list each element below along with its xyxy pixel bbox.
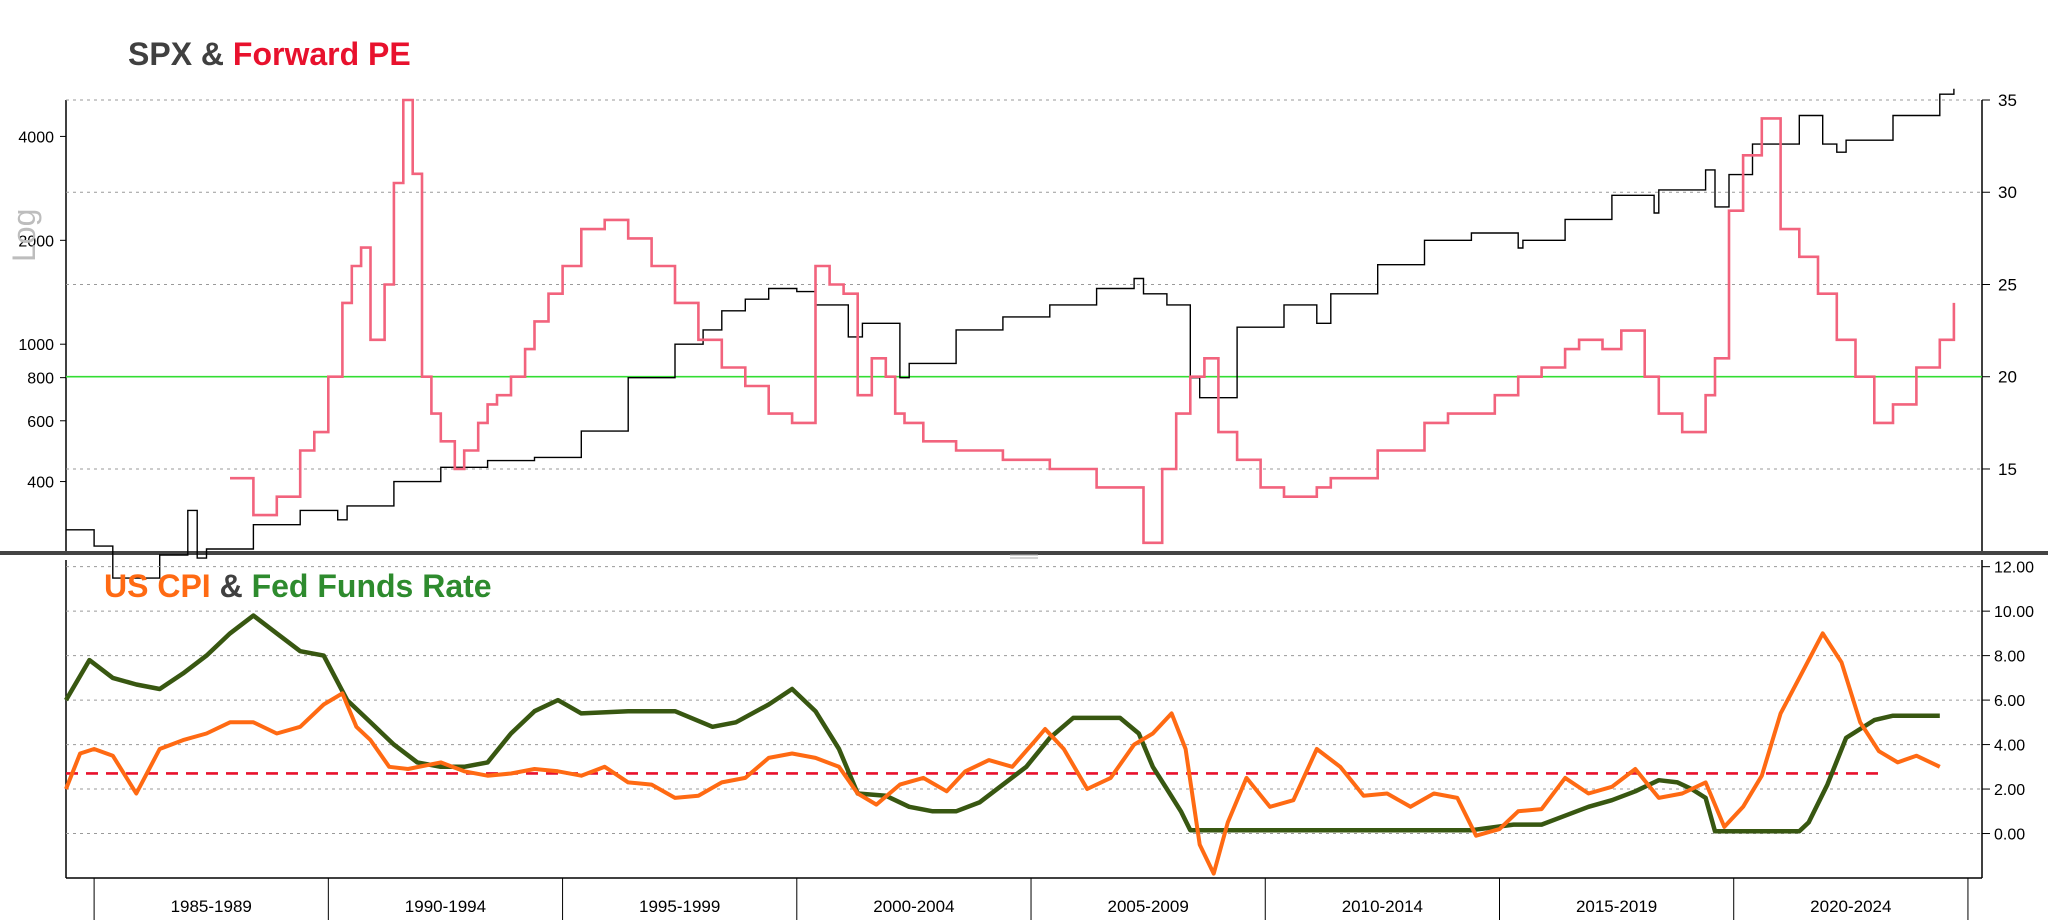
right-tick-label: 30 (1998, 183, 2017, 202)
bottom-right-tick-label: 0.00 (1994, 827, 2025, 844)
x-tick-label: 2020-2024 (1810, 897, 1891, 916)
x-tick-label: 1995-1999 (639, 897, 720, 916)
spx-series (66, 88, 1955, 579)
x-tick-label: 2015-2019 (1576, 897, 1657, 916)
top-chart-title: SPX & Forward PE (128, 36, 411, 73)
bottom-right-tick-label: 4.00 (1994, 738, 2025, 755)
bottom-right-ticks: 0.00 2.00 4.00 6.00 8.00 10.00 12.00 (1982, 560, 2034, 844)
right-tick-label: 20 (1998, 368, 2017, 387)
title-us-cpi: US CPI (104, 568, 211, 604)
log-scale-label: Log (6, 208, 42, 262)
x-tick-label: 2010-2014 (1342, 897, 1423, 916)
left-tick-label: 800 (27, 371, 54, 388)
top-left-ticks: 400 600 800 1000 2000 4000 (18, 129, 66, 492)
title-fed-funds: Fed Funds Rate (251, 568, 492, 604)
title-forward-pe: Forward PE (232, 36, 411, 72)
bottom-right-tick-label: 12.00 (1994, 560, 2034, 577)
right-tick-label: 25 (1998, 275, 2017, 294)
fed-funds-series (64, 613, 1940, 834)
left-tick-label: 400 (27, 475, 54, 492)
left-tick-label: 4000 (18, 129, 54, 146)
top-right-ticks: 15 20 25 30 35 (1982, 91, 2017, 479)
x-axis-ticks: 1985-1989 1990-1994 1995-1999 2000-2004 2005… (93, 878, 1969, 920)
bottom-right-tick-label: 8.00 (1994, 649, 2025, 666)
left-tick-label: 1000 (18, 337, 54, 354)
x-tick-label: 1990-1994 (405, 897, 486, 916)
bottom-right-tick-label: 10.00 (1994, 604, 2034, 621)
bottom-right-tick-label: 2.00 (1994, 782, 2025, 799)
left-tick-label: 2000 (18, 233, 54, 250)
bottom-right-tick-label: 6.00 (1994, 693, 2025, 710)
right-tick-label: 35 (1998, 91, 2017, 110)
title-amp-2: & (210, 568, 252, 604)
us-cpi-series (64, 631, 1941, 876)
title-spx: SPX (128, 36, 193, 72)
bottom-gridlines (66, 566, 1982, 835)
right-tick-label: 15 (1998, 460, 2017, 479)
x-tick-label: 1985-1989 (171, 897, 252, 916)
panel-divider[interactable] (0, 551, 2048, 555)
title-amp: & (192, 36, 233, 72)
bottom-chart-title: US CPI & Fed Funds Rate (104, 568, 492, 605)
top-gridlines (66, 99, 1982, 470)
forward-pe-series (230, 98, 1956, 545)
left-tick-label: 600 (27, 414, 54, 431)
x-tick-label: 2000-2004 (873, 897, 954, 916)
x-tick-label: 2005-2009 (1107, 897, 1188, 916)
